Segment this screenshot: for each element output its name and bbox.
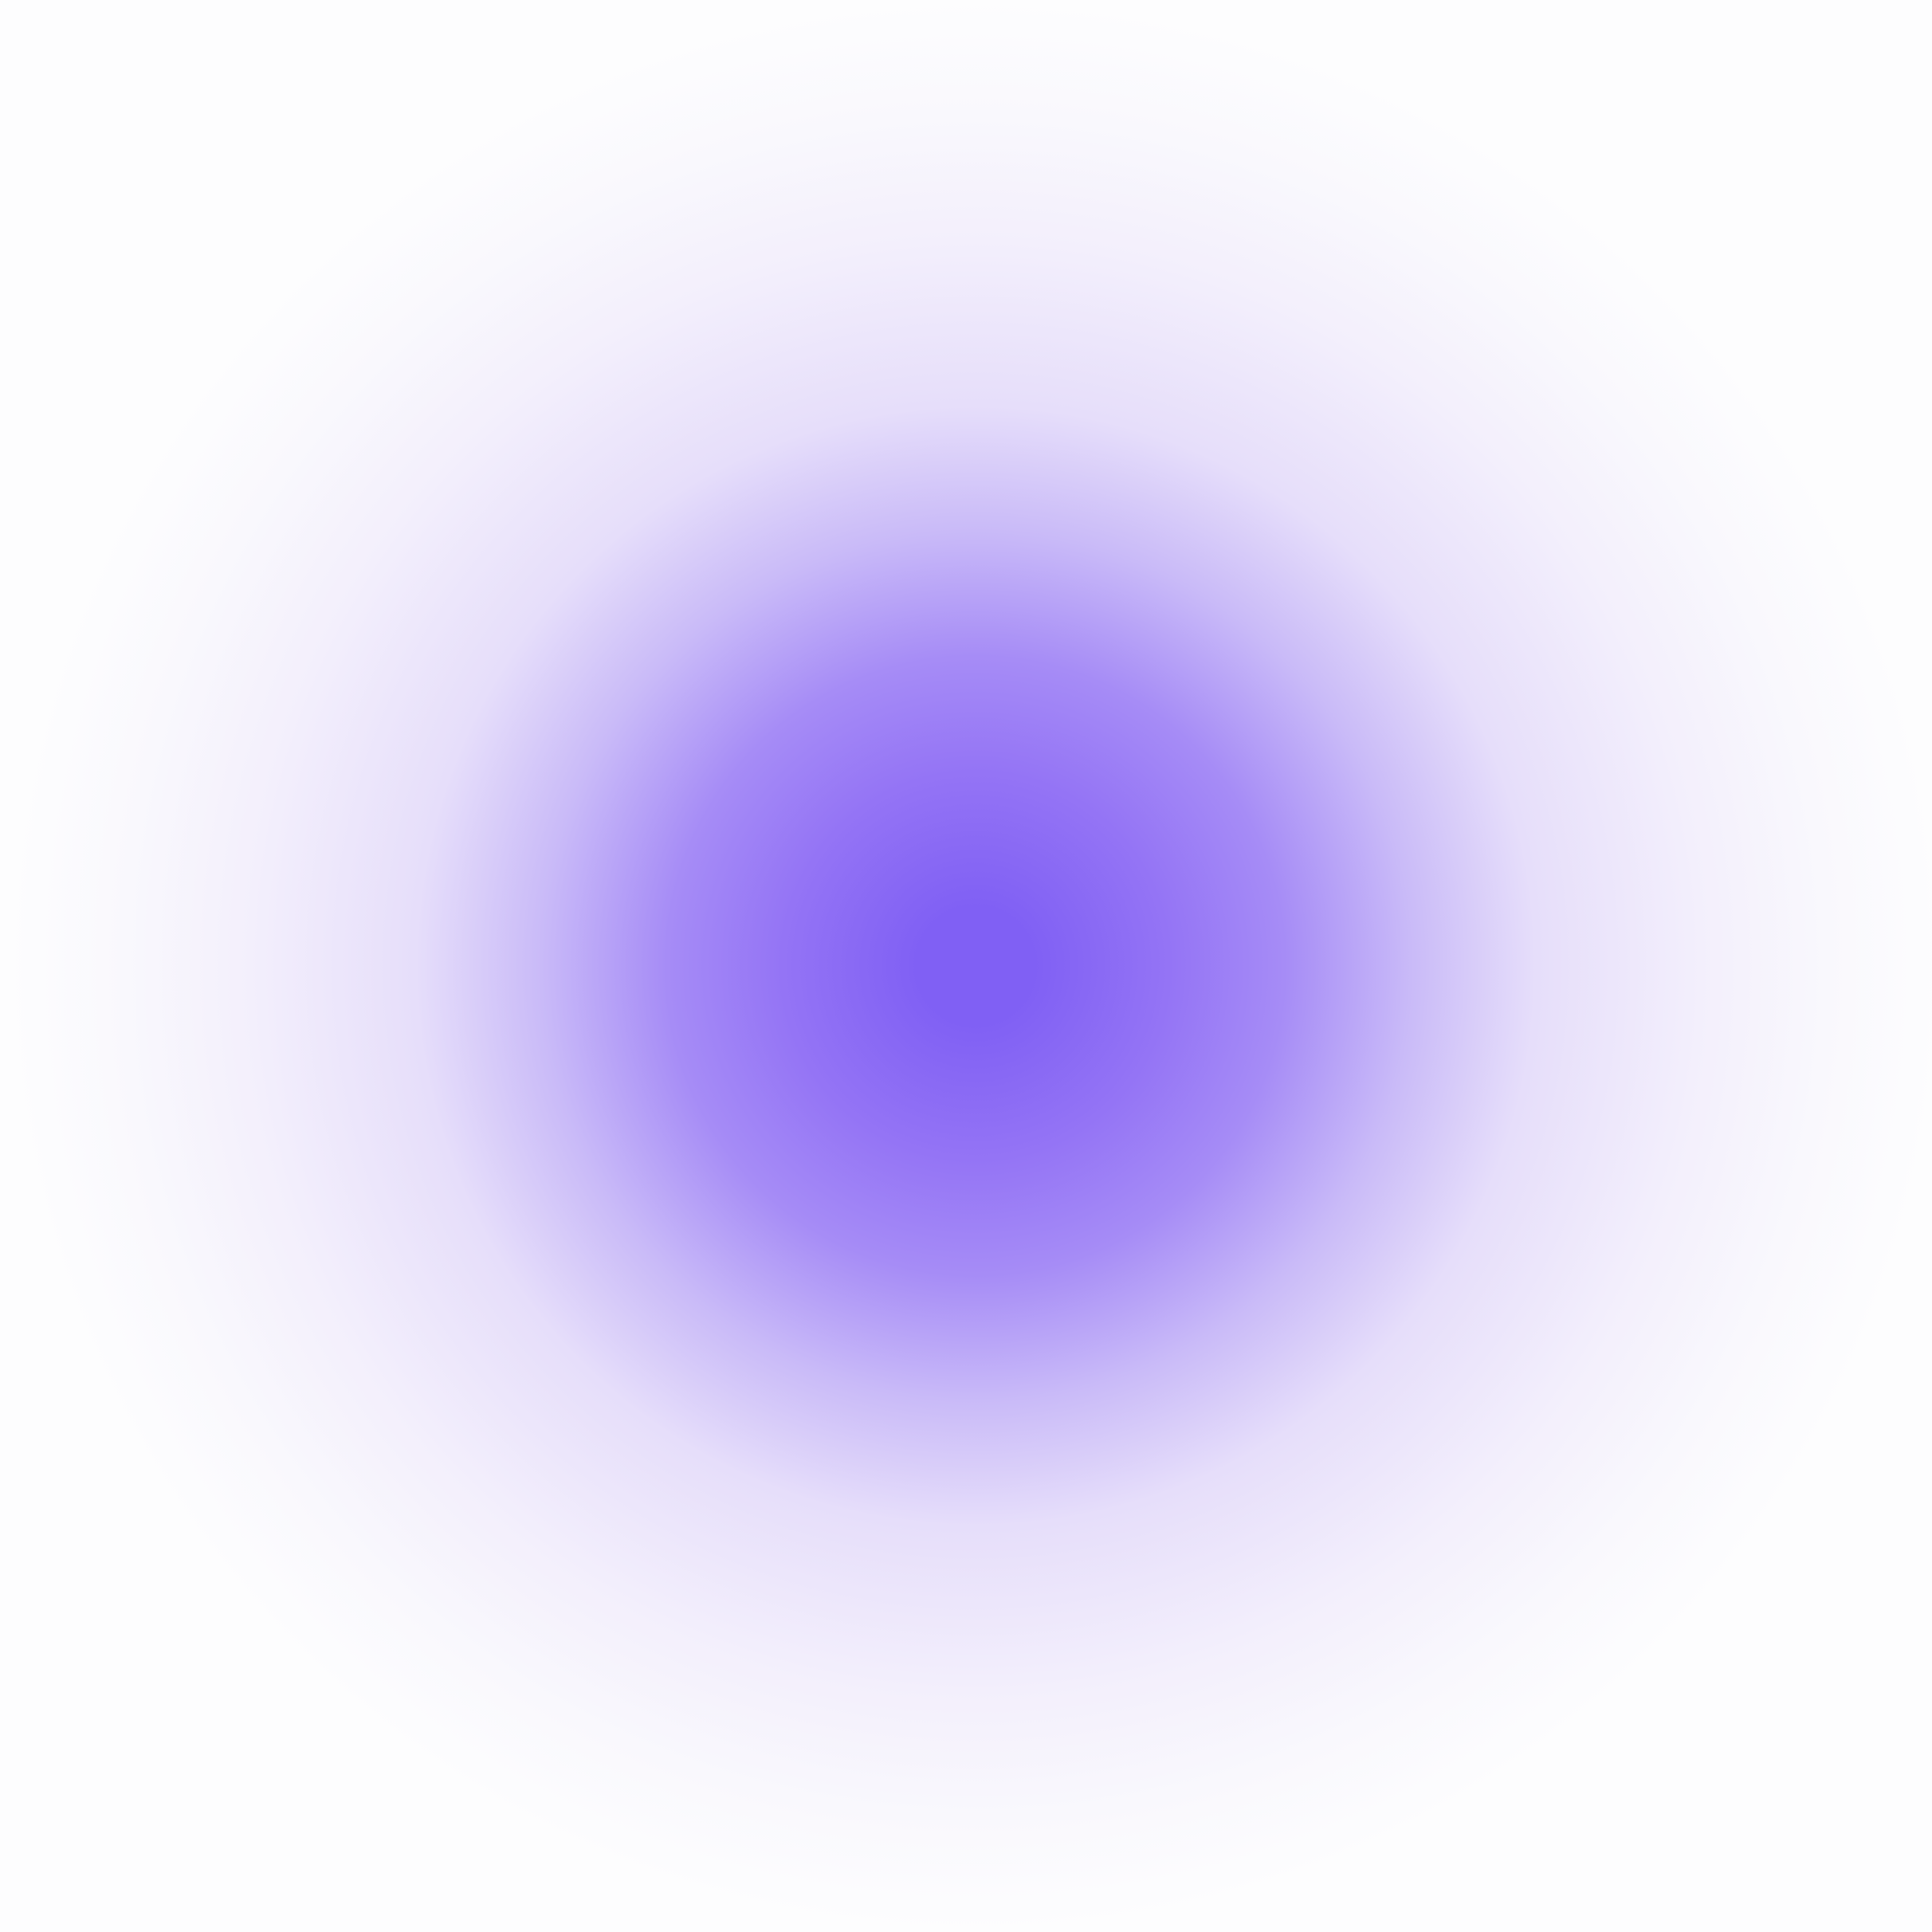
purple-radial-glow: [0, 0, 1932, 1932]
